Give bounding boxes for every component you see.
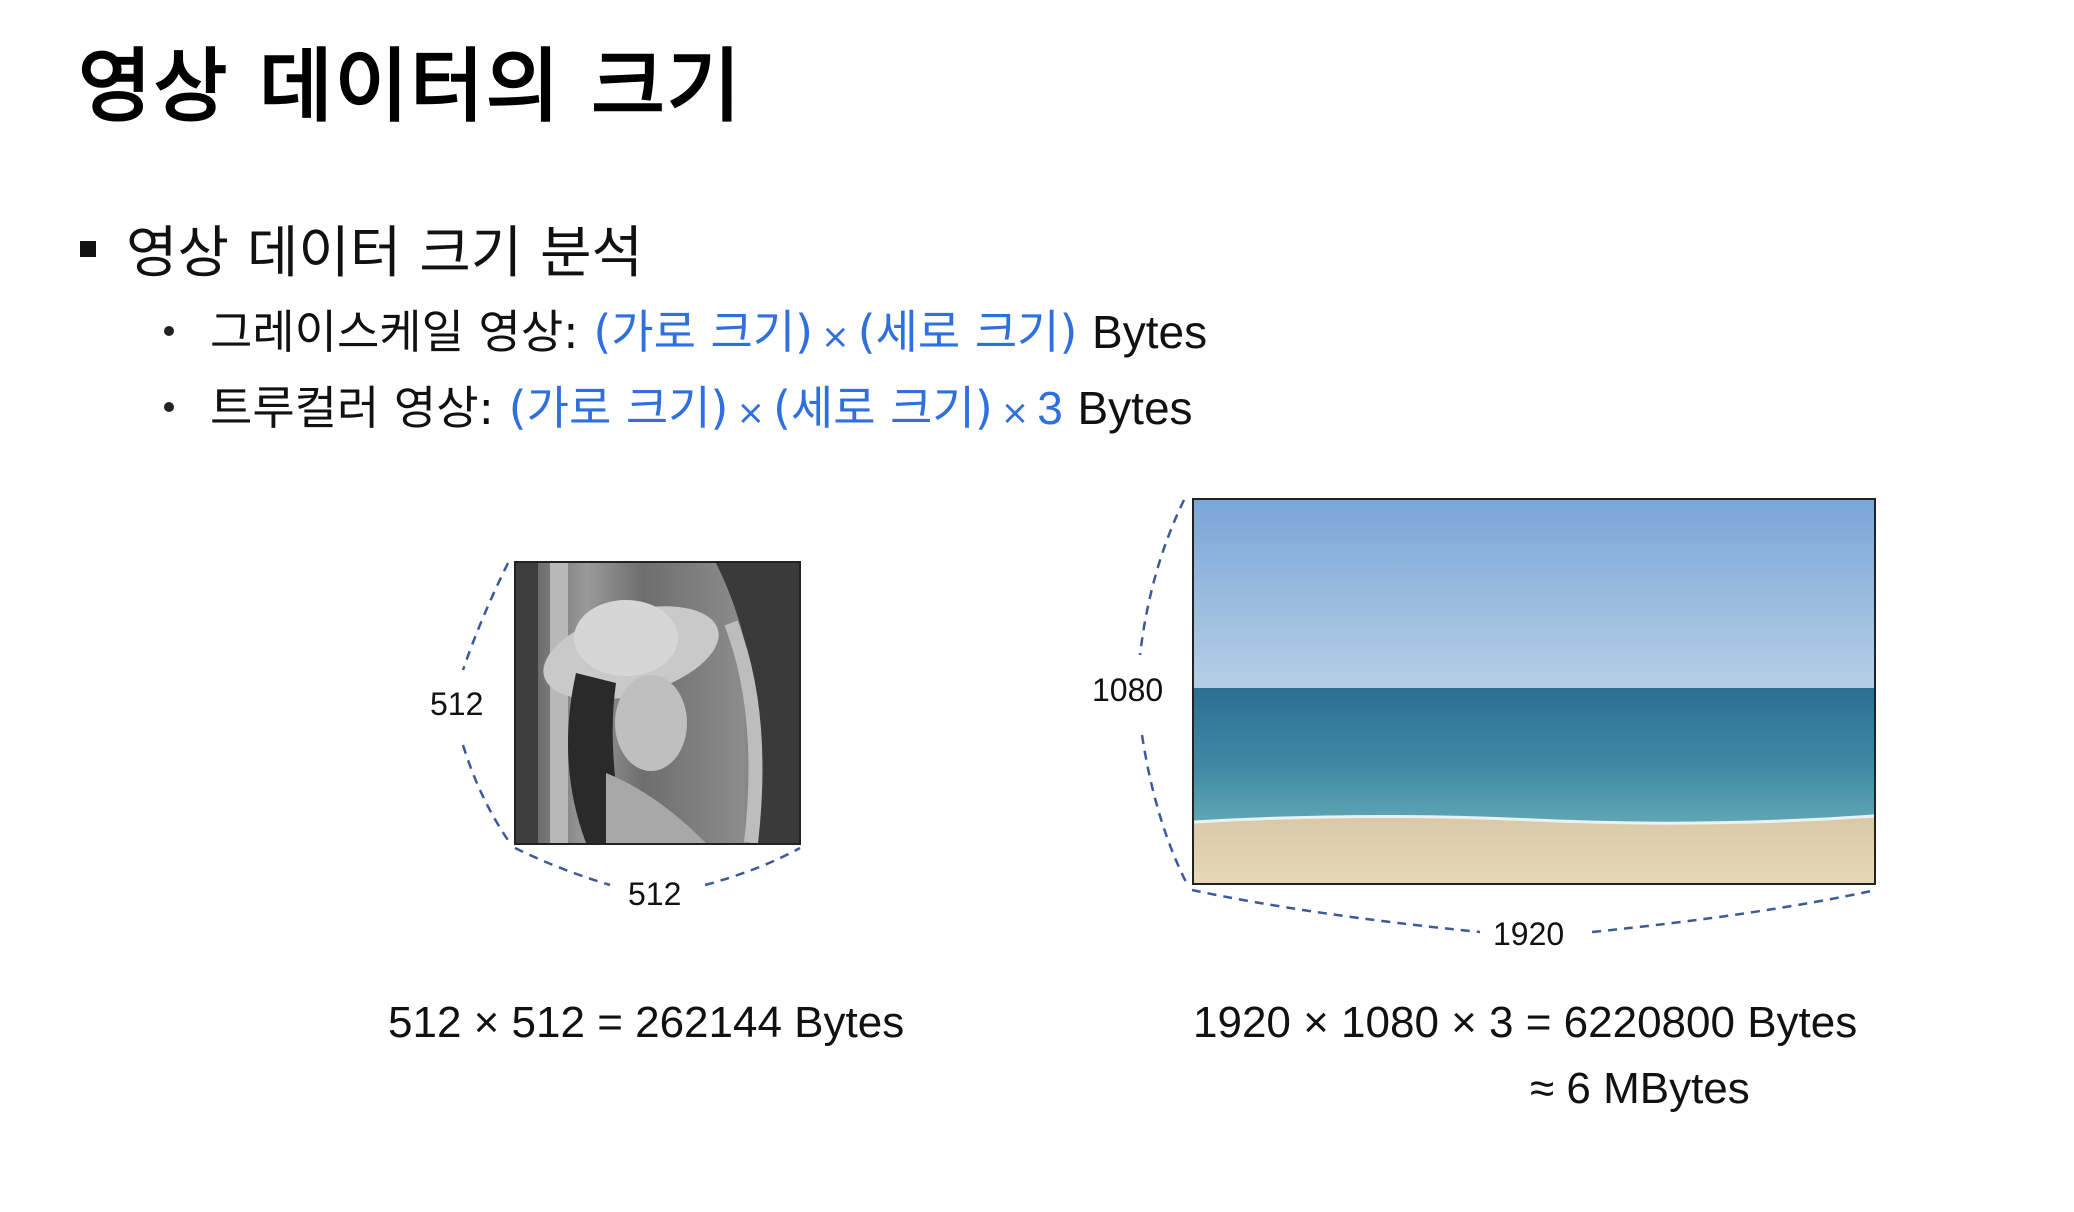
- gray-width-label: 512: [628, 876, 682, 912]
- square-bullet-icon: [80, 240, 96, 257]
- color-width-label: 1920: [1493, 916, 1565, 952]
- grayscale-label: 그레이스케일 영상:: [210, 305, 579, 359]
- dot-bullet-icon: [164, 402, 174, 412]
- gray-width-brace: [704, 846, 801, 887]
- gray-width-brace: [514, 846, 611, 887]
- truecolor-bullet: 트루컬러 영상: (가로 크기) × (세로 크기) × 3 Bytes: [164, 372, 1193, 438]
- truecolor-height-term: (세로 크기): [772, 381, 993, 435]
- color-height-label: 1080: [1092, 672, 1164, 708]
- truecolor-image: [1192, 498, 1876, 885]
- gray-height-label: 512: [430, 686, 484, 722]
- grayscale-formula: 512 × 512 = 262144 Bytes: [388, 998, 905, 1047]
- section-text: 영상 데이터 크기 분석: [126, 221, 644, 286]
- grayscale-height-term: (세로 크기): [857, 305, 1078, 359]
- section-bullet: 영상 데이터 크기 분석: [80, 208, 643, 289]
- sea-beach-illustration: [1194, 500, 1874, 883]
- times-symbol: ×: [821, 317, 850, 357]
- dot-bullet-icon: [164, 326, 174, 336]
- truecolor-formula: 1920 × 1080 × 3 = 6220800 Bytes: [1193, 998, 1858, 1047]
- color-width-brace: [1591, 888, 1877, 934]
- grayscale-bullet: 그레이스케일 영상: (가로 크기) × (세로 크기) Bytes: [164, 296, 1207, 362]
- truecolor-unit: Bytes: [1077, 382, 1193, 434]
- color-height-brace: [1138, 499, 1186, 656]
- gray-height-brace: [461, 744, 512, 844]
- slide-title: 영상 데이터의 크기: [78, 40, 743, 133]
- color-width-brace: [1191, 888, 1481, 934]
- truecolor-channels: 3: [1037, 382, 1063, 434]
- gray-height-brace: [461, 562, 510, 671]
- color-height-brace: [1140, 734, 1188, 883]
- grayscale-image: [514, 561, 801, 845]
- truecolor-width-term: (가로 크기): [508, 381, 729, 435]
- grayscale-portrait-illustration: [516, 563, 799, 843]
- grayscale-unit: Bytes: [1092, 306, 1208, 358]
- times-symbol: ×: [736, 393, 765, 433]
- times-symbol: ×: [1000, 393, 1030, 433]
- truecolor-label: 트루컬러 영상:: [210, 381, 495, 435]
- grayscale-width-term: (가로 크기): [593, 305, 814, 359]
- truecolor-approx: ≈ 6 MBytes: [1530, 1064, 1750, 1113]
